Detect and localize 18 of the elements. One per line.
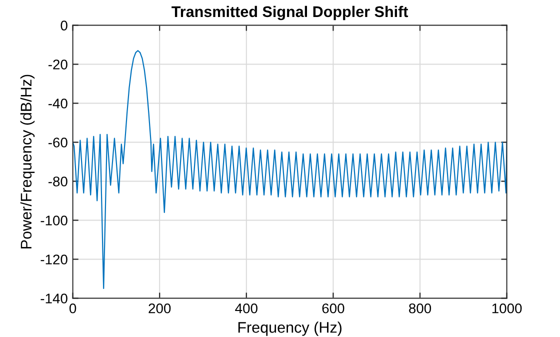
y-tick-label: -140 xyxy=(40,294,68,304)
x-axis-title: Frequency (Hz) xyxy=(238,322,342,336)
y-tick-label: -120 xyxy=(40,254,68,264)
y-tick-label: -20 xyxy=(48,60,68,70)
y-tick-label: -80 xyxy=(48,176,68,186)
x-tick-label: 800 xyxy=(409,303,432,314)
x-tick-label: 400 xyxy=(235,303,258,314)
y-tick-label: -100 xyxy=(40,216,68,226)
x-tick-label: 200 xyxy=(148,303,171,314)
y-tick-label: 0 xyxy=(60,20,68,30)
y-tick-label: -40 xyxy=(48,98,68,108)
x-tick-label: 1000 xyxy=(492,303,522,314)
chart-title: Transmitted Signal Doppler Shift xyxy=(172,6,408,20)
x-tick-label: 600 xyxy=(322,303,344,314)
x-tick-label: 0 xyxy=(69,303,76,314)
y-tick-label: -60 xyxy=(48,138,68,148)
line-series xyxy=(72,50,507,290)
y-axis-title: Power/Frequency (dB/Hz) xyxy=(20,74,35,248)
